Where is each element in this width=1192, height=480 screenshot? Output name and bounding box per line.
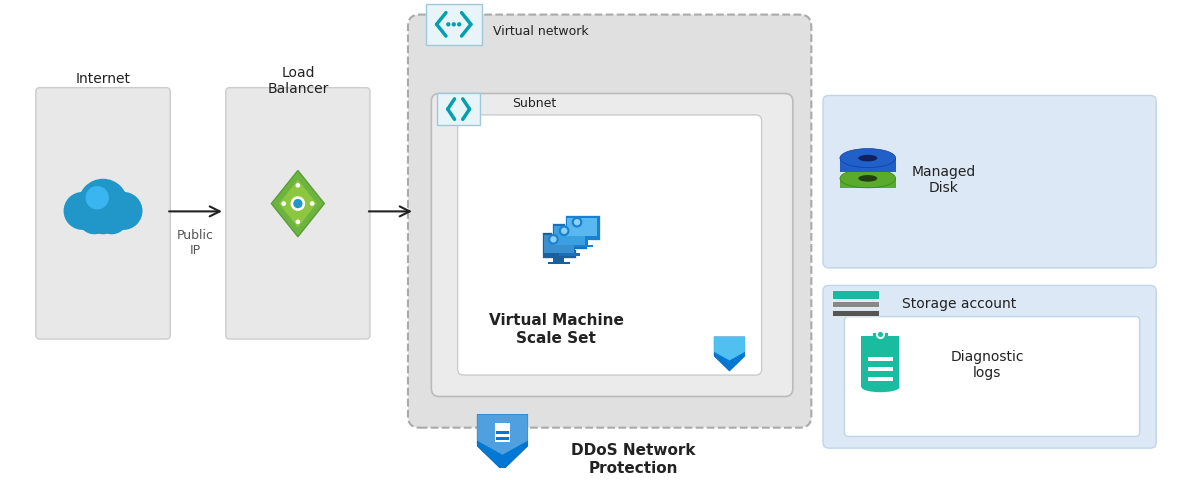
Circle shape xyxy=(79,203,111,235)
Text: Load
Balancer: Load Balancer xyxy=(267,66,329,96)
Circle shape xyxy=(296,184,300,188)
Bar xyxy=(553,258,564,262)
Bar xyxy=(552,224,586,250)
Bar xyxy=(832,290,879,300)
Polygon shape xyxy=(714,337,745,372)
Bar xyxy=(840,179,895,189)
Circle shape xyxy=(572,217,583,228)
Circle shape xyxy=(79,180,128,229)
Text: Subnet: Subnet xyxy=(513,97,557,110)
FancyBboxPatch shape xyxy=(458,116,762,375)
Bar xyxy=(544,236,573,254)
Circle shape xyxy=(452,23,457,27)
FancyBboxPatch shape xyxy=(225,88,370,339)
FancyBboxPatch shape xyxy=(844,317,1140,436)
Bar xyxy=(868,377,893,382)
Polygon shape xyxy=(279,180,317,228)
Bar xyxy=(873,333,888,341)
Text: Diagnostic
logs: Diagnostic logs xyxy=(951,349,1024,380)
Circle shape xyxy=(86,187,108,210)
Bar xyxy=(565,215,600,241)
Bar xyxy=(548,262,570,265)
Circle shape xyxy=(310,202,315,206)
Bar xyxy=(862,337,900,387)
Circle shape xyxy=(551,237,557,243)
Bar xyxy=(426,5,482,46)
Bar xyxy=(436,94,480,126)
Ellipse shape xyxy=(858,156,877,162)
Bar xyxy=(559,254,581,256)
Bar xyxy=(496,431,509,434)
Ellipse shape xyxy=(840,149,895,168)
Ellipse shape xyxy=(873,334,888,340)
FancyBboxPatch shape xyxy=(822,286,1156,448)
Bar xyxy=(564,250,575,254)
Bar xyxy=(832,311,879,317)
Circle shape xyxy=(561,228,567,235)
FancyBboxPatch shape xyxy=(36,88,170,339)
Polygon shape xyxy=(714,337,745,360)
Bar xyxy=(567,218,597,237)
Circle shape xyxy=(876,330,884,339)
Circle shape xyxy=(95,203,128,235)
Circle shape xyxy=(548,235,559,245)
Circle shape xyxy=(559,226,570,237)
Bar xyxy=(541,232,576,258)
Circle shape xyxy=(293,200,303,209)
Circle shape xyxy=(879,332,883,337)
Bar xyxy=(495,423,510,443)
Ellipse shape xyxy=(862,382,900,392)
Polygon shape xyxy=(272,171,324,237)
Text: DDoS Network
Protection: DDoS Network Protection xyxy=(571,443,695,475)
Circle shape xyxy=(63,192,101,230)
Polygon shape xyxy=(477,415,528,455)
Bar xyxy=(577,241,588,245)
Ellipse shape xyxy=(840,169,895,189)
Ellipse shape xyxy=(858,176,877,182)
FancyBboxPatch shape xyxy=(432,94,793,396)
Bar xyxy=(868,357,893,361)
FancyBboxPatch shape xyxy=(822,96,1156,268)
Text: Internet: Internet xyxy=(75,72,130,86)
Circle shape xyxy=(296,220,300,225)
Bar xyxy=(554,227,584,245)
Polygon shape xyxy=(477,415,528,470)
Bar xyxy=(868,367,893,372)
Circle shape xyxy=(291,197,305,212)
Circle shape xyxy=(88,205,118,235)
Text: Public
IP: Public IP xyxy=(178,228,215,256)
FancyBboxPatch shape xyxy=(408,15,812,428)
Circle shape xyxy=(105,192,143,230)
Bar xyxy=(832,301,879,307)
Circle shape xyxy=(281,202,286,206)
Circle shape xyxy=(446,23,451,27)
Bar xyxy=(572,245,594,248)
Bar xyxy=(840,159,895,173)
Circle shape xyxy=(573,219,581,226)
Circle shape xyxy=(457,23,461,27)
Text: Managed
Disk: Managed Disk xyxy=(912,165,976,195)
Text: Virtual network: Virtual network xyxy=(492,25,589,38)
Bar xyxy=(496,437,509,440)
Text: Virtual Machine
Scale Set: Virtual Machine Scale Set xyxy=(489,313,623,345)
Text: Storage account: Storage account xyxy=(902,296,1016,311)
